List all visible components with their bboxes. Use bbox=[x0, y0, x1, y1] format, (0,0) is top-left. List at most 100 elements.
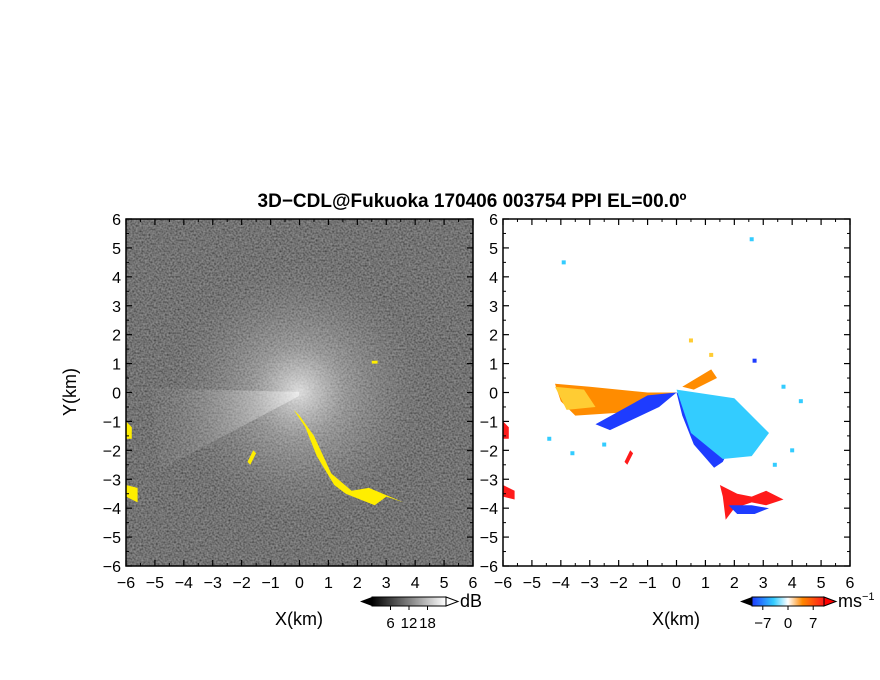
x-tick-label: 6 bbox=[469, 575, 478, 592]
y-tick-label: −5 bbox=[480, 530, 498, 547]
y-tick-label: 0 bbox=[489, 386, 498, 403]
y-tick-label: −3 bbox=[480, 472, 498, 489]
y-tick-label: 1 bbox=[112, 357, 121, 374]
echo-region bbox=[247, 450, 257, 465]
colorbar-scale bbox=[751, 596, 825, 607]
x-axis-label-right: X(km) bbox=[652, 609, 700, 629]
echo-regions bbox=[126, 360, 404, 506]
velocity-regions bbox=[503, 369, 784, 520]
x-tick-label: −6 bbox=[494, 575, 512, 592]
x-tick-label: 4 bbox=[788, 575, 797, 592]
y-axis-label: Y(km) bbox=[60, 368, 80, 416]
x-tick-label: 1 bbox=[701, 575, 710, 592]
velocity-point bbox=[561, 260, 566, 265]
y-tick-label: −3 bbox=[103, 472, 121, 489]
colorbar-tick-label: 0 bbox=[784, 615, 792, 632]
y-tick-label: 5 bbox=[112, 241, 121, 258]
y-tick-label: −2 bbox=[480, 443, 498, 460]
x-tick-label: 5 bbox=[817, 575, 826, 592]
x-tick-label: −2 bbox=[233, 575, 251, 592]
x-tick-label: −1 bbox=[261, 575, 279, 592]
x-tick-label: 2 bbox=[730, 575, 739, 592]
y-tick-label: −1 bbox=[103, 414, 121, 431]
y-tick-label: 5 bbox=[489, 241, 498, 258]
x-tick-label: −2 bbox=[610, 575, 628, 592]
x-tick-label: 4 bbox=[411, 575, 420, 592]
y-tick-label: 2 bbox=[489, 328, 498, 345]
velocity-point bbox=[602, 442, 607, 447]
y-tick-label: 2 bbox=[112, 328, 121, 345]
x-tick-label: −1 bbox=[638, 575, 656, 592]
velocity-point bbox=[570, 451, 575, 456]
velocity-point bbox=[772, 462, 777, 467]
y-tick-label: 6 bbox=[112, 212, 121, 229]
y-tick-label: 3 bbox=[112, 299, 121, 316]
y-tick-label: −6 bbox=[480, 559, 498, 576]
velocity-region bbox=[555, 386, 596, 410]
velocity-region bbox=[676, 389, 769, 459]
colorbar-over-arrow bbox=[445, 596, 460, 607]
y-tick-label: −2 bbox=[103, 443, 121, 460]
y-tick-label: 4 bbox=[489, 270, 498, 287]
velocity-panel: −6 −5 −4 −3 −2 −1 0 1 2 3 4 5 6 −6 −5 −4 −3 −2 −1 0 1 2 3 4 5 6 X… bbox=[480, 212, 875, 632]
y-tick-label: −4 bbox=[103, 501, 121, 518]
echo-region bbox=[371, 360, 378, 364]
velocity-axes: −6 −5 −4 −3 −2 −1 0 1 2 3 4 5 6 −6 −5 −4 −3 −2 −1 0 1 2 3 4 5 6 bbox=[480, 212, 855, 592]
velocity-region bbox=[624, 450, 634, 465]
velocity-region bbox=[503, 485, 515, 500]
y-tick-label: −4 bbox=[480, 501, 498, 518]
x-tick-label: −5 bbox=[523, 575, 541, 592]
echo-region bbox=[126, 421, 132, 439]
x-tick-label: 0 bbox=[672, 575, 681, 592]
reflectivity-axes: −6 −5 −4 −3 −2 −1 0 1 2 3 4 5 6 −6 −5 −4 −3 −2 −1 0 1 2 3 4 5 6 bbox=[103, 212, 478, 592]
velocity-point bbox=[790, 448, 795, 453]
velocity-points bbox=[547, 237, 803, 467]
y-tick-label: 6 bbox=[489, 212, 498, 229]
y-tick-label: 3 bbox=[489, 299, 498, 316]
velocity-point bbox=[798, 399, 803, 404]
x-tick-label: −6 bbox=[117, 575, 135, 592]
velocity-point bbox=[547, 436, 552, 441]
y-tick-label: 4 bbox=[112, 270, 121, 287]
y-tick-label: −1 bbox=[480, 414, 498, 431]
x-tick-label: 1 bbox=[324, 575, 333, 592]
x-tick-label: −4 bbox=[552, 575, 570, 592]
velocity-colorbar: −7 0 7 ms−1 bbox=[740, 591, 875, 632]
colorbar-tick-label: 18 bbox=[419, 615, 436, 632]
velocity-point bbox=[749, 237, 754, 242]
x-tick-label: 6 bbox=[846, 575, 855, 592]
velocity-region bbox=[728, 505, 769, 514]
colorbar-tick-label: 7 bbox=[809, 615, 817, 632]
velocity-region bbox=[595, 392, 677, 431]
x-axis-label-left: X(km) bbox=[275, 609, 323, 629]
y-tick-label: −5 bbox=[103, 530, 121, 547]
colorbar-unit-label: ms−1 bbox=[838, 591, 875, 611]
x-tick-label: 2 bbox=[353, 575, 362, 592]
colorbar-under-arrow bbox=[360, 597, 372, 606]
y-tick-label: 1 bbox=[489, 357, 498, 374]
velocity-region bbox=[719, 485, 784, 520]
y-tick-label: −6 bbox=[103, 559, 121, 576]
y-tick-label: 0 bbox=[112, 386, 121, 403]
colorbar-unit-exponent: −1 bbox=[862, 591, 875, 603]
velocity-region bbox=[503, 421, 509, 439]
x-tick-label: −4 bbox=[175, 575, 193, 592]
echo-region bbox=[126, 485, 138, 503]
chart-title: 3D−CDL@Fukuoka 170406 003754 PPI EL=00.0… bbox=[258, 191, 687, 212]
velocity-point bbox=[752, 358, 757, 363]
colorbar-unit-label: dB bbox=[460, 591, 482, 611]
velocity-point bbox=[709, 352, 714, 357]
colorbar-over-arrow bbox=[823, 596, 838, 607]
colorbar-tick-label: 12 bbox=[401, 615, 418, 632]
west-beam bbox=[150, 388, 299, 470]
colorbar-tick-label: 6 bbox=[386, 615, 394, 632]
velocity-point bbox=[688, 338, 693, 343]
x-tick-label: 3 bbox=[382, 575, 391, 592]
colorbar-scale bbox=[371, 596, 447, 607]
x-tick-label: 5 bbox=[440, 575, 449, 592]
x-tick-label: −3 bbox=[581, 575, 599, 592]
x-tick-label: −5 bbox=[146, 575, 164, 592]
colorbar-under-arrow bbox=[740, 597, 752, 606]
